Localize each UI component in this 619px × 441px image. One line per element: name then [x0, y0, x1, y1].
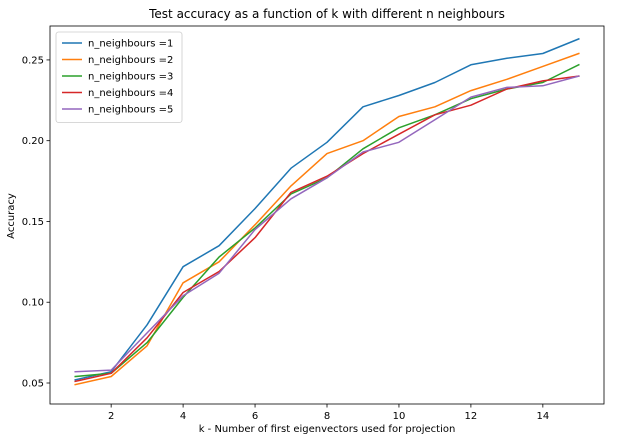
y-tick-label: 0.25 [22, 55, 44, 66]
x-tick-label: 8 [324, 411, 330, 422]
plot-area: 2 4 6 8 10 12 14 0.05 0.10 0.15 0.20 0.25 n_neighbou… [22, 25, 605, 422]
x-tick-label: 6 [252, 411, 258, 422]
y-tick-label: 0.20 [22, 136, 44, 147]
y-tick-label: 0.15 [22, 217, 44, 228]
series-line-1 [74, 37, 580, 381]
y-axis-label: Accuracy [6, 193, 17, 239]
x-tick-label: 2 [108, 411, 114, 422]
legend-label-2: n_neighbours =2 [88, 55, 173, 66]
legend-label-4: n_neighbours =4 [88, 88, 173, 99]
legend-box [55, 31, 183, 123]
x-tick-label: 12 [465, 411, 478, 422]
x-axis-label: k - Number of first eigenvectors used fo… [199, 424, 456, 435]
x-tick-label: 4 [180, 411, 186, 422]
series-line-2 [74, 52, 580, 386]
legend: n_neighbours =1 n_neighbours =2 n_neighbou… [55, 31, 183, 123]
y-tick-label: 0.10 [22, 298, 44, 309]
legend-label-5: n_neighbours =5 [88, 105, 173, 116]
chart-title: Test accuracy as a function of k with di… [148, 7, 505, 21]
series-line-5 [74, 75, 580, 373]
legend-label-1: n_neighbours =1 [88, 39, 173, 50]
y-tick-label: 0.05 [22, 379, 44, 390]
x-tick-label: 10 [393, 411, 406, 422]
series-line-4 [74, 75, 580, 383]
x-tick-label: 14 [536, 411, 549, 422]
legend-label-3: n_neighbours =3 [88, 72, 173, 83]
